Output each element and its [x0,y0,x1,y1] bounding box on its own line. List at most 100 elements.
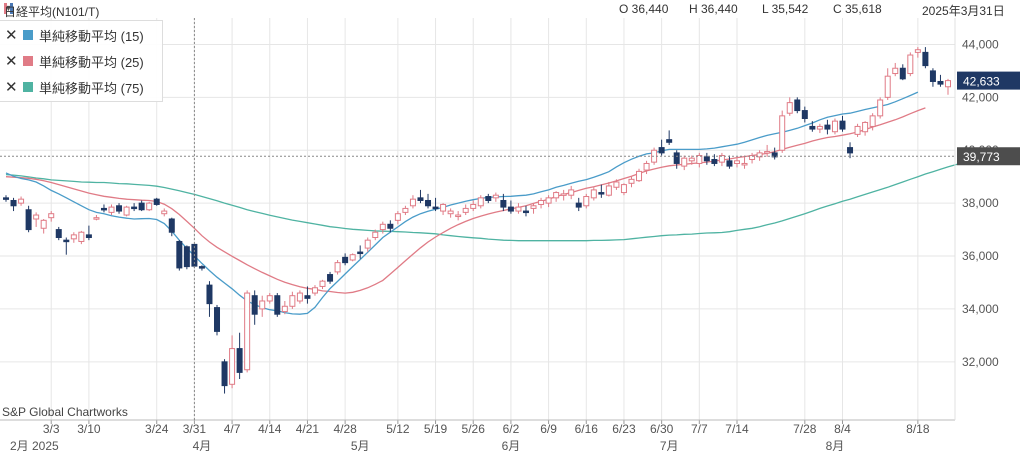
candle [492,192,499,202]
candle [327,271,334,284]
crosshair-price-tag [957,147,1020,166]
chevron-down-icon[interactable]: ▼ [4,3,13,13]
candle [3,195,9,202]
candle-body-down [138,202,145,211]
candle-body-up [613,181,620,188]
remove-ma15-icon[interactable]: ✕ [5,27,18,44]
candle [146,201,153,212]
candle-body-up [379,223,386,231]
candle [696,152,703,168]
candle [55,226,62,241]
candle [756,150,763,161]
candle-body-up [244,292,251,371]
x-tick-label: 7/7 [691,422,708,436]
ma15-line [5,91,919,315]
candle [447,208,454,218]
candle-body-down [929,70,936,82]
x-tick-label: 3/24 [145,422,169,436]
candle-body-down [575,202,582,208]
candle-body-down [214,307,221,332]
candle [937,74,944,87]
candle-body-down [100,207,107,211]
x-tick-label: 6/2 [503,422,520,436]
candle-body-up [229,348,236,385]
candle [854,123,861,138]
remove-ma75-icon[interactable]: ✕ [5,79,18,96]
candle-body-up [455,214,462,218]
candle-body-up [779,115,786,151]
candle [236,332,243,380]
candle [658,139,665,156]
candle [281,300,288,315]
close-value: C 35,618 [833,2,882,16]
candle-body-up [93,217,100,220]
candle-body-up [869,115,876,127]
candle [116,203,123,214]
last-price-label: 42,633 [963,75,1000,89]
candle [568,185,575,200]
candle [289,291,296,309]
ma15-label: 単純移動平均 (15) [39,28,144,44]
x-tick-label: 6/16 [575,422,599,436]
remove-ma25-icon[interactable]: ✕ [5,53,18,70]
month-label: 5月 [351,439,370,453]
candle-body-down [176,240,183,269]
candle-body-down [726,160,733,167]
candle-body-up [764,151,771,154]
candle-body-up [289,295,296,307]
candle-body-up [568,189,575,196]
candle-body-up [18,198,25,204]
overlays: 39,773 42,633 S&P Global Chartworks [0,18,1020,420]
candle-body-down [899,67,906,80]
candle [394,211,401,225]
candle-body-up [884,75,891,98]
candle [409,195,416,209]
date-label: 2025年3月31日 [922,4,1005,18]
candle-body-down [387,223,394,229]
candle [590,187,597,201]
candle-body-up [334,262,341,273]
candle [63,237,70,255]
candle [741,155,748,169]
candle [161,208,168,217]
candle [862,121,869,136]
ma75-line [5,162,964,242]
candle-body-up [311,287,318,294]
candle-body-up [854,125,861,135]
x-tick-label: 3/10 [77,422,101,436]
x-axis: 3/3 3/10 3/24 3/31 4/7 4/14 4/21 4/28 5/12 5/19 5/… [0,419,955,453]
candle [100,204,107,213]
candle [296,290,303,304]
candle-body-up [259,300,266,310]
month-label: 4月 [193,439,212,453]
candle-body-up [281,305,288,313]
candle [251,290,258,325]
x-tick-label: 5/19 [424,422,448,436]
candle-body-up [741,162,748,166]
candle [138,200,145,212]
candle [733,158,740,168]
candle [771,147,778,160]
candle [462,204,469,216]
candle [432,197,439,212]
legend-item-ma15: ✕ 単純移動平均 (15) [5,25,144,45]
y-tick-label: 42,000 [962,90,999,104]
candle [311,285,318,296]
x-tick-label: 8/4 [834,422,851,436]
candle [605,181,612,197]
candle-body-down [357,251,364,255]
candle [816,123,823,134]
last-price-tag [957,71,1020,90]
candle-body-up [440,203,447,212]
candle-body-up [515,206,522,212]
candle [583,193,590,209]
crosshair-price-label: 39,773 [963,150,1000,164]
candle [417,189,424,204]
x-tick-label: 6/9 [540,422,557,436]
candle [786,97,793,116]
candle-body-up [492,194,499,199]
candle [884,68,891,100]
candle-body-down [937,80,944,85]
month-label: 7月 [660,439,679,453]
